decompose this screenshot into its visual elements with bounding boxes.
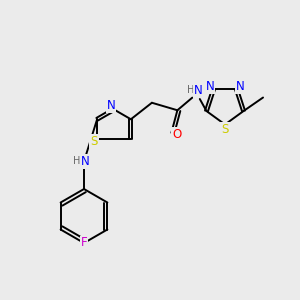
Text: H: H: [73, 156, 80, 167]
Text: N: N: [194, 84, 203, 97]
Text: S: S: [90, 135, 98, 148]
Text: N: N: [236, 80, 244, 93]
Text: N: N: [81, 155, 90, 168]
Text: N: N: [106, 99, 116, 112]
Text: O: O: [172, 128, 182, 141]
Text: S: S: [221, 122, 229, 136]
Text: H: H: [187, 85, 194, 95]
Text: N: N: [206, 80, 214, 93]
Text: F: F: [81, 236, 87, 250]
